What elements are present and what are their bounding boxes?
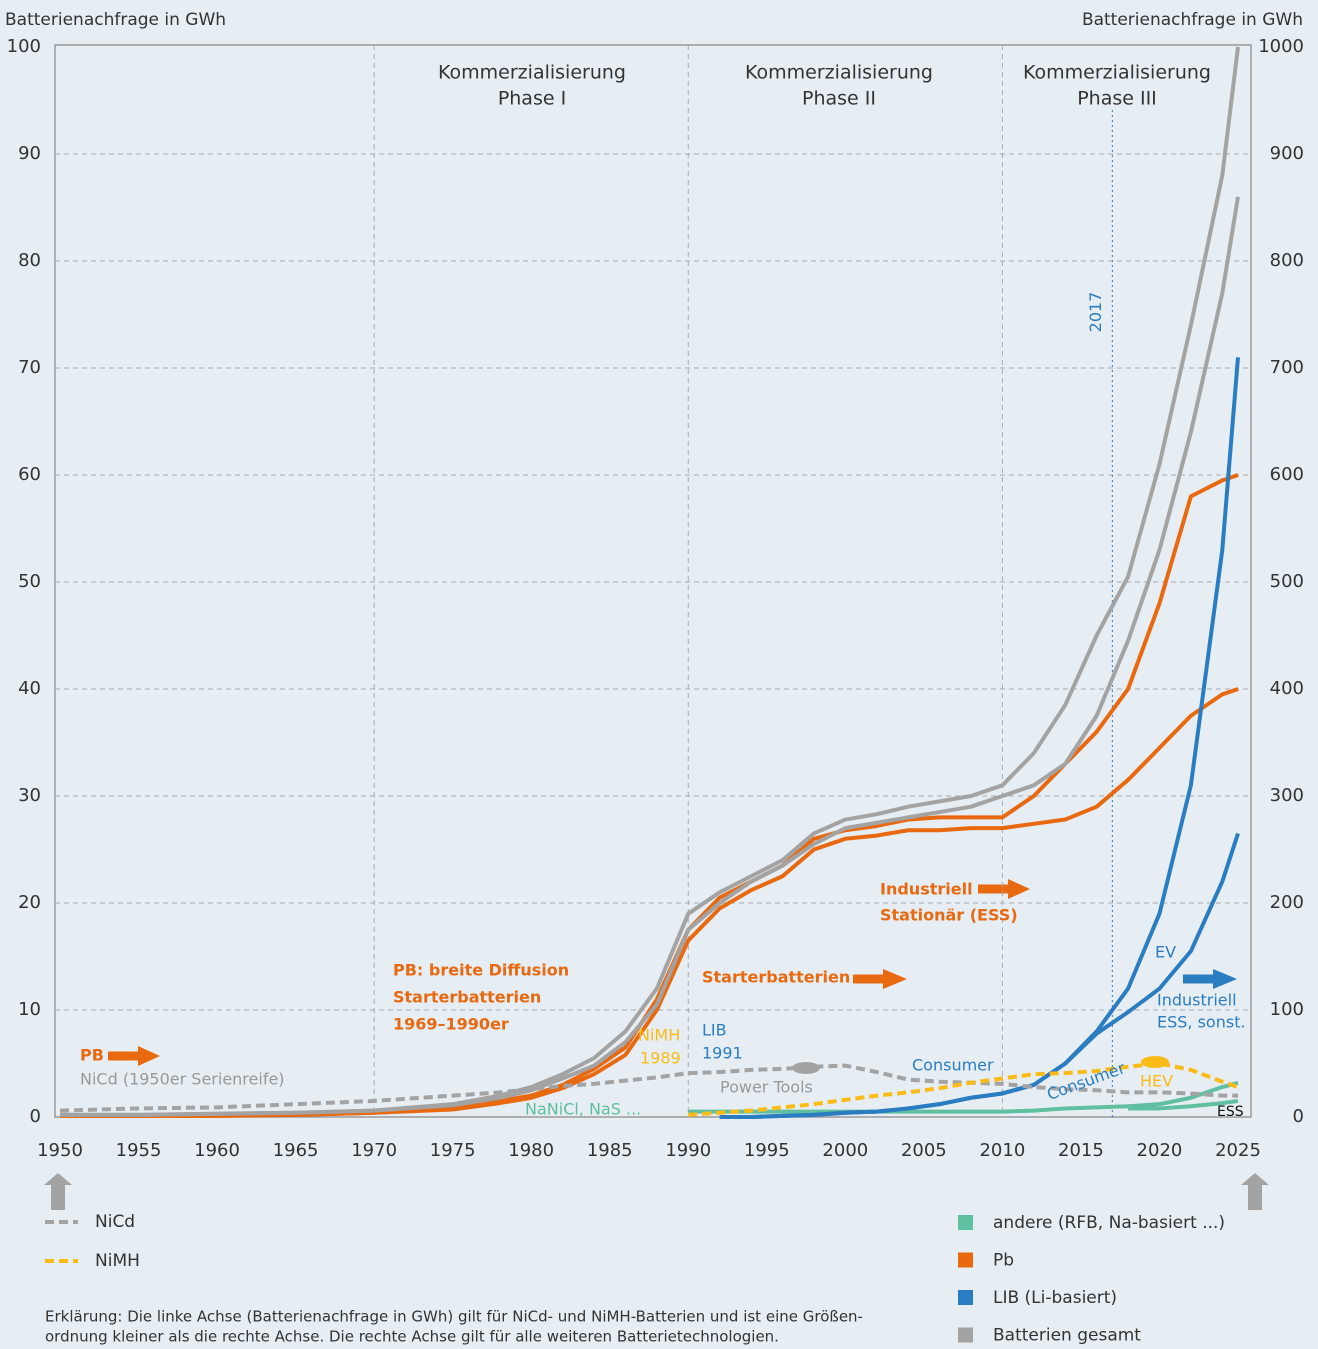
annotation: LIB <box>702 1021 727 1040</box>
y2-tick-label: 500 <box>1270 571 1304 592</box>
y2-tick-label: 0 <box>1293 1106 1304 1127</box>
phase-label: Kommerzialisierung <box>438 62 626 84</box>
annotation: ESS <box>1217 1104 1244 1120</box>
annotation: NiMH <box>638 1026 680 1045</box>
annotation: NiCd (1950er Serienreife) <box>80 1070 285 1089</box>
y2-tick-label: 1000 <box>1258 36 1304 57</box>
annotation: 1989 <box>640 1049 681 1068</box>
legend-swatch <box>958 1327 973 1343</box>
series-line <box>719 357 1240 1119</box>
note: ordnung kleiner als die rechte Achse. Di… <box>45 1328 779 1346</box>
annotation: Starterbatterien <box>702 968 850 987</box>
x-tick-label: 1995 <box>744 1140 790 1161</box>
x-tick-label: 1985 <box>587 1140 633 1161</box>
x-tick-label: 2025 <box>1215 1140 1261 1161</box>
x-tick-label: 2015 <box>1058 1140 1104 1161</box>
note: Erklärung: Die linke Achse (Batterienach… <box>45 1308 863 1326</box>
y-tick-label: 50 <box>18 571 41 592</box>
y2-tick-label: 800 <box>1270 250 1304 271</box>
arrow-head <box>138 1046 160 1066</box>
phase-label: Phase III <box>1077 88 1157 110</box>
annotation: Industriell <box>880 880 973 899</box>
up-arrow <box>44 1173 72 1210</box>
x-tick-label: 1950 <box>37 1140 83 1161</box>
x-tick-label: 1980 <box>508 1140 554 1161</box>
y-tick-label: 100 <box>7 36 41 57</box>
y-tick-label: 0 <box>30 1106 41 1127</box>
legend-label: NiMH <box>95 1251 140 1271</box>
arrow-head <box>1213 969 1237 989</box>
y-tick-label: 10 <box>18 999 41 1020</box>
annotation: Consumer <box>1044 1058 1128 1104</box>
legend-swatch <box>958 1252 973 1268</box>
up-arrow <box>1241 1173 1269 1210</box>
annotation: 1991 <box>702 1044 743 1063</box>
x-tick-label: 1960 <box>194 1140 240 1161</box>
y-tick-label: 90 <box>18 143 41 164</box>
annotation: Industriell <box>1157 991 1237 1010</box>
series-line <box>60 46 1240 1117</box>
x-tick-label: 1975 <box>430 1140 476 1161</box>
x-tick-label: 1990 <box>665 1140 711 1161</box>
legend-swatch <box>958 1215 973 1230</box>
x-tick-label: 2000 <box>822 1140 868 1161</box>
annotation: HEV <box>1140 1072 1173 1091</box>
phase-label: Kommerzialisierung <box>1023 62 1211 84</box>
annotation: Starterbatterien <box>393 988 541 1007</box>
x-tick-label: 2010 <box>979 1140 1025 1161</box>
annotation: Consumer <box>912 1056 994 1075</box>
legend-label: andere (RFB, Na-basiert ...) <box>993 1213 1225 1233</box>
annotation: Stationär (ESS) <box>880 906 1018 925</box>
y2-axis-title: Batterienachfrage in GWh <box>1082 10 1303 30</box>
annotation: 1969–1990er <box>393 1015 509 1034</box>
y-tick-label: 20 <box>18 892 41 913</box>
series-line <box>688 1061 1239 1117</box>
y2-tick-label: 300 <box>1270 785 1304 806</box>
annotation: PB: breite Diffusion <box>393 961 569 980</box>
y2-tick-label: 400 <box>1270 678 1304 699</box>
arrow-head <box>1008 879 1030 899</box>
x-tick-label: 1955 <box>116 1140 162 1161</box>
annotation: Power Tools <box>720 1078 813 1097</box>
phase-label: Phase II <box>802 88 876 110</box>
x-tick-label: 1965 <box>273 1140 319 1161</box>
annotation: PB <box>80 1046 104 1065</box>
legend-label: Pb <box>993 1251 1014 1271</box>
marker-label: 2017 <box>1086 292 1105 333</box>
legend-label: Batterien gesamt <box>993 1326 1141 1346</box>
annotation: EV <box>1155 943 1176 962</box>
x-tick-label: 2020 <box>1137 1140 1183 1161</box>
y2-tick-label: 600 <box>1270 464 1304 485</box>
y2-tick-label: 700 <box>1270 357 1304 378</box>
y-tick-label: 60 <box>18 464 41 485</box>
phase-label: Kommerzialisierung <box>745 62 933 84</box>
y-axis-title: Batterienachfrage in GWh <box>5 10 226 30</box>
series-line <box>60 196 1240 1117</box>
y2-tick-label: 100 <box>1270 999 1304 1020</box>
annotation: NaNiCl, NaS ... <box>525 1100 641 1119</box>
phase-label: Phase I <box>498 88 566 110</box>
y2-tick-label: 900 <box>1270 143 1304 164</box>
y-tick-label: 30 <box>18 785 41 806</box>
legend-label: NiCd <box>95 1212 135 1232</box>
x-tick-label: 2005 <box>901 1140 947 1161</box>
annotation: ESS, sonst. <box>1157 1013 1246 1032</box>
series-line <box>688 1080 1239 1114</box>
y-tick-label: 40 <box>18 678 41 699</box>
x-tick-label: 1970 <box>351 1140 397 1161</box>
plot-frame <box>54 44 1252 1118</box>
arrow-head <box>883 969 907 989</box>
legend-swatch <box>958 1290 973 1305</box>
y-tick-label: 70 <box>18 357 41 378</box>
legend-label: LIB (Li-basiert) <box>993 1288 1117 1308</box>
series-line <box>1128 1098 1239 1111</box>
y2-tick-label: 200 <box>1270 892 1304 913</box>
series-line <box>59 1063 1238 1113</box>
y-tick-label: 80 <box>18 250 41 271</box>
